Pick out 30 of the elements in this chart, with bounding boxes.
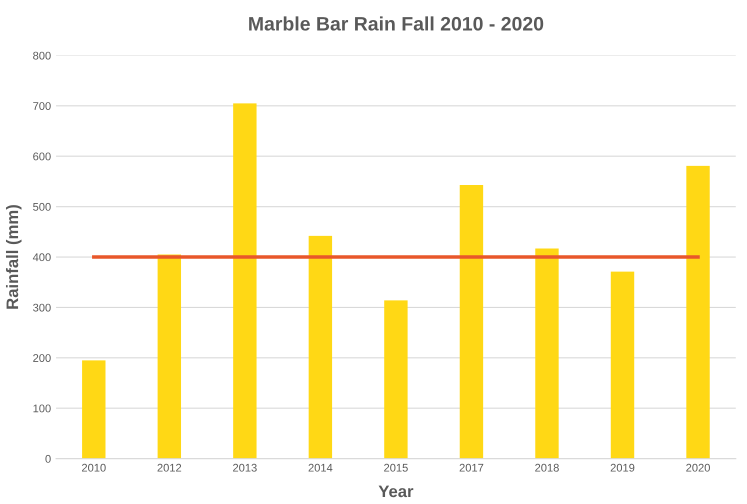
bar [686,166,710,459]
y-axis-title: Rainfall (mm) [6,205,22,309]
y-tick-label: 600 [33,152,51,160]
x-tick-label: 2012 [158,464,182,472]
y-tick-label: 300 [33,304,51,312]
bar [535,248,559,459]
bar [308,236,332,459]
x-tick-label: 2010 [82,464,106,472]
bar [460,184,484,459]
chart-title: Marble Bar Rain Fall 2010 - 2020 [249,16,544,31]
x-tick-label: 2018 [535,464,559,472]
y-tick-label: 0 [45,454,51,463]
y-tick-label: 100 [33,404,51,412]
y-tick-label: 700 [33,102,51,110]
x-tick-label: 2014 [308,464,332,472]
bar [158,254,182,459]
x-tick-label: 2020 [686,464,710,472]
y-tick-label: 500 [33,202,51,211]
bar [610,272,634,459]
y-tick-label: 800 [33,52,51,60]
x-tick-label: 2017 [460,464,484,472]
x-axis-title: Year [378,486,414,498]
bar [82,360,106,459]
y-tick-label: 400 [32,253,51,262]
x-tick-label: 2013 [233,464,257,472]
bar [384,300,408,459]
y-tick-label: 200 [33,354,51,362]
bar [233,103,257,459]
x-tick-label: 2019 [610,464,634,472]
x-tick-label: 2015 [384,464,408,472]
